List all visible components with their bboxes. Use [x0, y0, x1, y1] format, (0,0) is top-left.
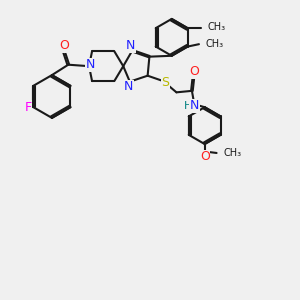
Text: N: N [126, 39, 135, 52]
Text: CH₃: CH₃ [206, 39, 224, 49]
Text: S: S [161, 76, 169, 89]
Text: F: F [25, 101, 32, 114]
Text: O: O [200, 150, 210, 163]
Text: N: N [124, 80, 133, 94]
Text: CH₃: CH₃ [208, 22, 226, 32]
Text: O: O [59, 39, 69, 52]
Text: CH₃: CH₃ [223, 148, 241, 158]
Text: N: N [86, 58, 95, 71]
Text: H: H [184, 101, 192, 111]
Text: O: O [189, 65, 199, 78]
Text: N: N [190, 99, 199, 112]
